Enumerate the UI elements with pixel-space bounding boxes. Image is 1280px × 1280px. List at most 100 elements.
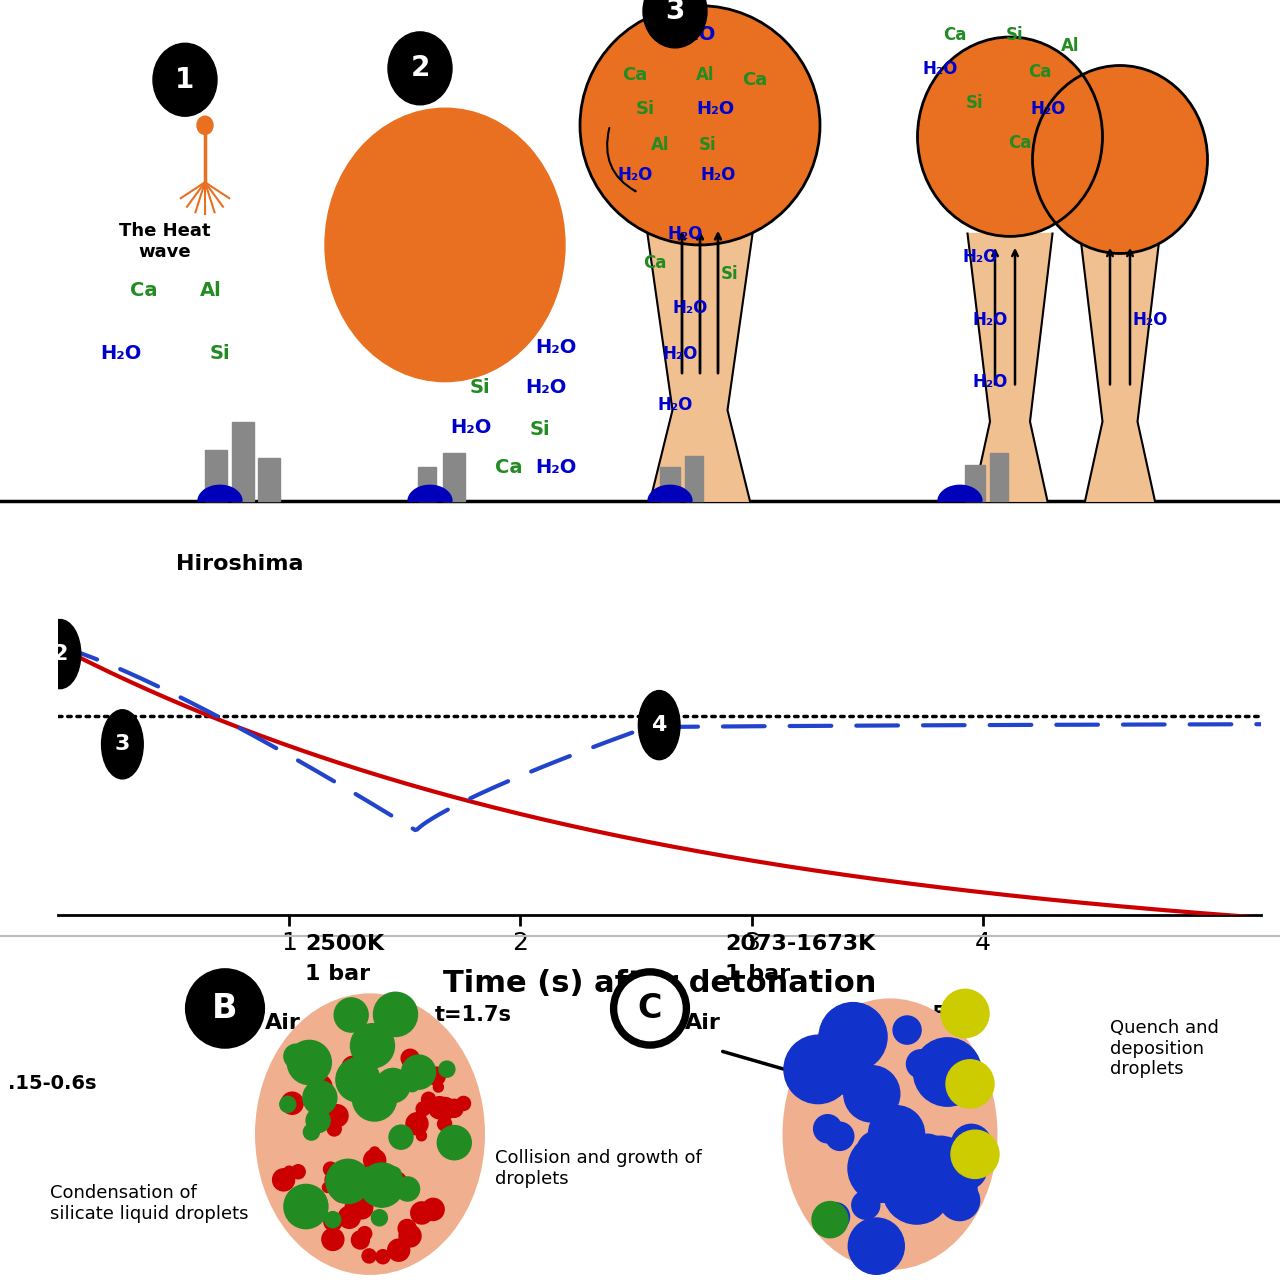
Circle shape [360, 1164, 403, 1207]
Circle shape [856, 1132, 897, 1171]
Text: H₂O: H₂O [1133, 311, 1167, 329]
Circle shape [284, 1044, 308, 1069]
Text: H₂O: H₂O [525, 378, 566, 397]
Circle shape [893, 1016, 922, 1044]
Text: H₂O: H₂O [700, 166, 736, 184]
Circle shape [402, 1055, 435, 1089]
Polygon shape [938, 485, 982, 502]
Text: t=3-5.5s: t=3-5.5s [860, 1005, 960, 1024]
Text: Quench and
deposition
droplets: Quench and deposition droplets [1110, 1019, 1219, 1079]
Text: .15-0.6s: .15-0.6s [8, 1074, 96, 1093]
Circle shape [906, 1137, 974, 1204]
Circle shape [406, 1112, 428, 1135]
Circle shape [40, 620, 81, 689]
Text: H₂O: H₂O [535, 338, 576, 357]
Circle shape [197, 116, 212, 134]
Circle shape [434, 1097, 456, 1120]
Circle shape [337, 1007, 355, 1025]
Circle shape [376, 1069, 410, 1102]
Circle shape [814, 1115, 842, 1143]
Polygon shape [648, 485, 692, 502]
Text: 2: 2 [52, 644, 68, 664]
Circle shape [379, 1184, 397, 1202]
Circle shape [284, 1166, 294, 1176]
Circle shape [416, 1130, 426, 1140]
Circle shape [385, 1167, 401, 1183]
Text: 2500K: 2500K [305, 934, 384, 954]
Circle shape [851, 1190, 879, 1219]
Circle shape [819, 1002, 887, 1071]
Text: Al: Al [200, 282, 221, 301]
Ellipse shape [782, 998, 997, 1270]
Circle shape [398, 1220, 416, 1238]
Text: H₂O: H₂O [672, 300, 708, 317]
Text: Al: Al [485, 338, 507, 357]
Circle shape [438, 1117, 452, 1132]
Text: H₂O: H₂O [923, 60, 957, 78]
Circle shape [869, 1106, 924, 1162]
Circle shape [364, 1149, 385, 1171]
Text: Ca: Ca [1009, 134, 1032, 152]
Circle shape [399, 1225, 421, 1247]
Text: H₂O: H₂O [100, 344, 141, 362]
Text: Al: Al [696, 65, 714, 83]
Text: H₂O: H₂O [973, 374, 1007, 392]
Circle shape [429, 1097, 451, 1119]
Circle shape [324, 1162, 338, 1176]
Text: Si: Si [699, 137, 717, 155]
Text: H₂O: H₂O [662, 344, 698, 362]
Text: H₂O: H₂O [696, 100, 733, 118]
Text: Air: Air [265, 1012, 301, 1033]
Bar [965, 465, 986, 502]
Circle shape [806, 1039, 863, 1096]
Circle shape [380, 997, 404, 1021]
Circle shape [289, 1198, 303, 1212]
Text: H₂O: H₂O [667, 225, 703, 243]
Circle shape [357, 1226, 371, 1240]
Text: Ca: Ca [644, 253, 667, 271]
Circle shape [906, 1050, 934, 1078]
Bar [685, 456, 703, 502]
Circle shape [951, 1130, 998, 1179]
Circle shape [352, 1076, 397, 1121]
Text: Si: Si [530, 420, 550, 439]
Circle shape [434, 1082, 443, 1092]
Circle shape [618, 977, 682, 1041]
Text: 4: 4 [652, 716, 667, 735]
Text: Collision and growth of
droplets: Collision and growth of droplets [495, 1149, 701, 1188]
Text: Ca: Ca [131, 282, 157, 301]
Circle shape [826, 1123, 854, 1151]
Text: H₂O: H₂O [963, 248, 997, 266]
Circle shape [388, 32, 452, 105]
Bar [232, 421, 253, 502]
Circle shape [328, 1121, 342, 1135]
FancyArrowPatch shape [607, 128, 636, 191]
Circle shape [351, 1197, 372, 1219]
Circle shape [401, 1050, 419, 1068]
X-axis label: Time (s) after detonation: Time (s) after detonation [443, 969, 876, 998]
Polygon shape [198, 485, 242, 502]
Text: The Heat
wave: The Heat wave [119, 223, 211, 261]
Bar [259, 458, 280, 502]
Circle shape [364, 1101, 381, 1119]
Circle shape [321, 1229, 344, 1251]
Circle shape [416, 1102, 430, 1116]
Text: Si: Si [470, 378, 490, 397]
Circle shape [438, 1125, 471, 1160]
Circle shape [282, 1092, 303, 1115]
Polygon shape [1080, 233, 1160, 502]
Circle shape [908, 1134, 947, 1175]
Circle shape [421, 1092, 435, 1106]
Circle shape [643, 0, 707, 47]
Circle shape [280, 1096, 296, 1112]
Circle shape [187, 970, 262, 1047]
Text: 3: 3 [115, 735, 131, 754]
Bar [989, 453, 1009, 502]
Circle shape [287, 1041, 332, 1084]
Circle shape [946, 1060, 995, 1108]
Circle shape [396, 1176, 420, 1201]
Circle shape [352, 1231, 370, 1249]
Text: H₂O: H₂O [675, 24, 716, 44]
Polygon shape [968, 233, 1052, 502]
Circle shape [326, 1160, 370, 1203]
